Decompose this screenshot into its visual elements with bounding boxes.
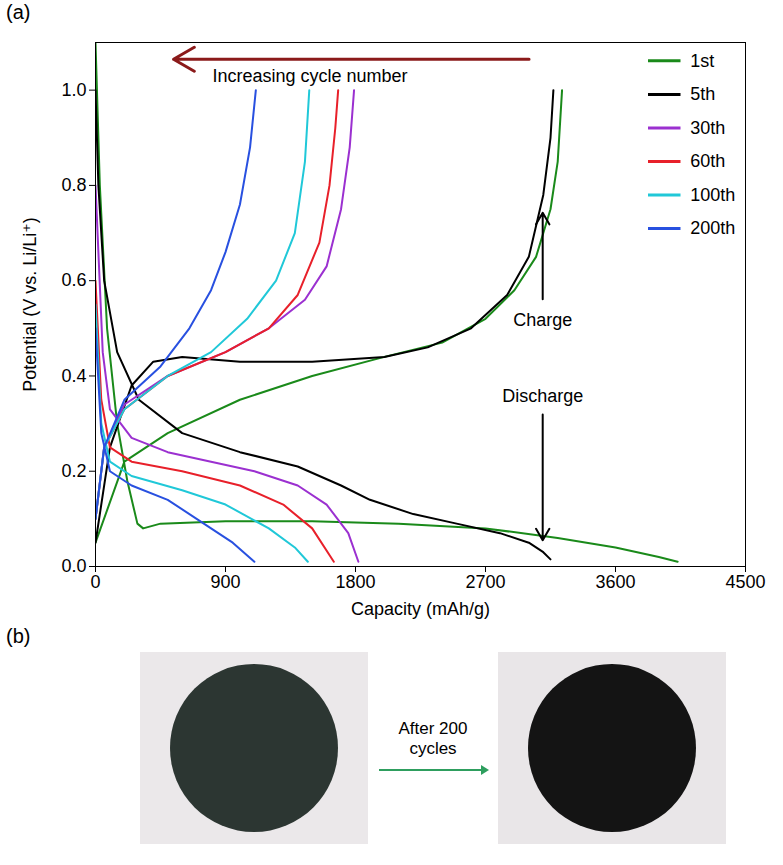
svg-text:0.8: 0.8 bbox=[61, 175, 86, 195]
svg-text:30th: 30th bbox=[690, 118, 725, 138]
svg-text:2700: 2700 bbox=[465, 572, 505, 592]
svg-text:0.6: 0.6 bbox=[61, 270, 86, 290]
html-text:(a): (a) bbox=[6, 1, 31, 23]
svg-text:200th: 200th bbox=[690, 218, 735, 238]
svg-text:0.4: 0.4 bbox=[61, 366, 86, 386]
svg-text:1800: 1800 bbox=[335, 572, 375, 592]
svg-text:0.0: 0.0 bbox=[61, 556, 86, 576]
html-text:(b): (b) bbox=[6, 625, 31, 647]
svg-text:0: 0 bbox=[90, 572, 100, 592]
svg-text:Charge: Charge bbox=[513, 310, 572, 330]
svg-text:Discharge: Discharge bbox=[502, 386, 583, 406]
svg-text:100th: 100th bbox=[690, 185, 735, 205]
svg-text:4500: 4500 bbox=[725, 572, 765, 592]
svg-text:1st: 1st bbox=[690, 51, 714, 71]
svg-text:Increasing cycle number: Increasing cycle number bbox=[212, 66, 407, 86]
svg-text:60th: 60th bbox=[690, 151, 725, 171]
svg-text:5th: 5th bbox=[690, 84, 715, 104]
svg-text:Capacity (mAh/g): Capacity (mAh/g) bbox=[351, 599, 490, 619]
svg-text:900: 900 bbox=[210, 572, 240, 592]
svg-text:0.2: 0.2 bbox=[61, 461, 86, 481]
svg-text:3600: 3600 bbox=[595, 572, 635, 592]
html-text:After 200 cycles: After 200 cycles bbox=[398, 719, 468, 758]
svg-text:1.0: 1.0 bbox=[61, 80, 86, 100]
svg-text:Potential (V vs. Li/Li⁺): Potential (V vs. Li/Li⁺) bbox=[20, 217, 40, 392]
